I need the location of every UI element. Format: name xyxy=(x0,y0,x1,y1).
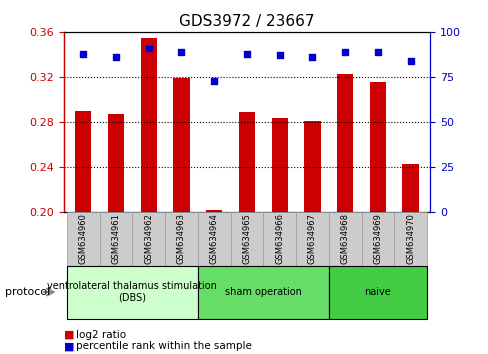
Bar xyxy=(100,212,132,266)
Text: naive: naive xyxy=(364,287,390,297)
Text: ■: ■ xyxy=(63,330,74,339)
Bar xyxy=(67,212,100,266)
Point xyxy=(144,45,152,51)
Bar xyxy=(336,74,353,212)
Bar xyxy=(198,266,328,319)
Text: percentile rank within the sample: percentile rank within the sample xyxy=(76,341,251,351)
Bar xyxy=(238,112,255,212)
Point xyxy=(79,51,87,56)
Point xyxy=(112,54,120,60)
Point xyxy=(275,52,283,58)
Text: GSM634962: GSM634962 xyxy=(144,213,153,264)
Bar xyxy=(361,212,393,266)
Bar xyxy=(67,266,198,319)
Point xyxy=(341,49,348,55)
Point xyxy=(406,58,414,64)
Bar xyxy=(140,38,157,212)
Point xyxy=(373,49,381,55)
Text: ■: ■ xyxy=(63,341,74,351)
Point xyxy=(243,51,250,56)
Bar xyxy=(173,78,189,212)
Point xyxy=(177,49,185,55)
Text: sham operation: sham operation xyxy=(224,287,301,297)
Text: GSM634964: GSM634964 xyxy=(209,213,218,264)
Text: GSM634968: GSM634968 xyxy=(340,213,349,264)
Text: GSM634967: GSM634967 xyxy=(307,213,316,264)
Bar xyxy=(165,212,198,266)
Bar xyxy=(230,212,263,266)
Bar xyxy=(205,210,222,212)
Text: GSM634970: GSM634970 xyxy=(406,213,414,264)
Bar xyxy=(328,266,426,319)
Bar xyxy=(402,164,418,212)
Bar xyxy=(75,111,91,212)
Text: ventrolateral thalamus stimulation
(DBS): ventrolateral thalamus stimulation (DBS) xyxy=(47,281,217,303)
Point xyxy=(308,54,316,60)
Text: GSM634961: GSM634961 xyxy=(111,213,120,264)
Bar xyxy=(132,212,165,266)
Bar xyxy=(393,212,426,266)
Text: GSM634965: GSM634965 xyxy=(242,213,251,264)
Point xyxy=(210,78,218,84)
Bar xyxy=(263,212,295,266)
Bar xyxy=(369,81,386,212)
Text: GSM634966: GSM634966 xyxy=(275,213,284,264)
Text: GSM634960: GSM634960 xyxy=(79,213,87,264)
Text: GSM634969: GSM634969 xyxy=(373,213,382,264)
Bar xyxy=(304,121,320,212)
Text: GSM634963: GSM634963 xyxy=(177,213,185,264)
Text: protocol: protocol xyxy=(5,287,50,297)
Bar xyxy=(295,212,328,266)
Text: log2 ratio: log2 ratio xyxy=(76,330,126,339)
Bar xyxy=(198,212,230,266)
Bar xyxy=(328,212,361,266)
Bar xyxy=(107,114,124,212)
Bar xyxy=(271,118,287,212)
Title: GDS3972 / 23667: GDS3972 / 23667 xyxy=(179,14,314,29)
